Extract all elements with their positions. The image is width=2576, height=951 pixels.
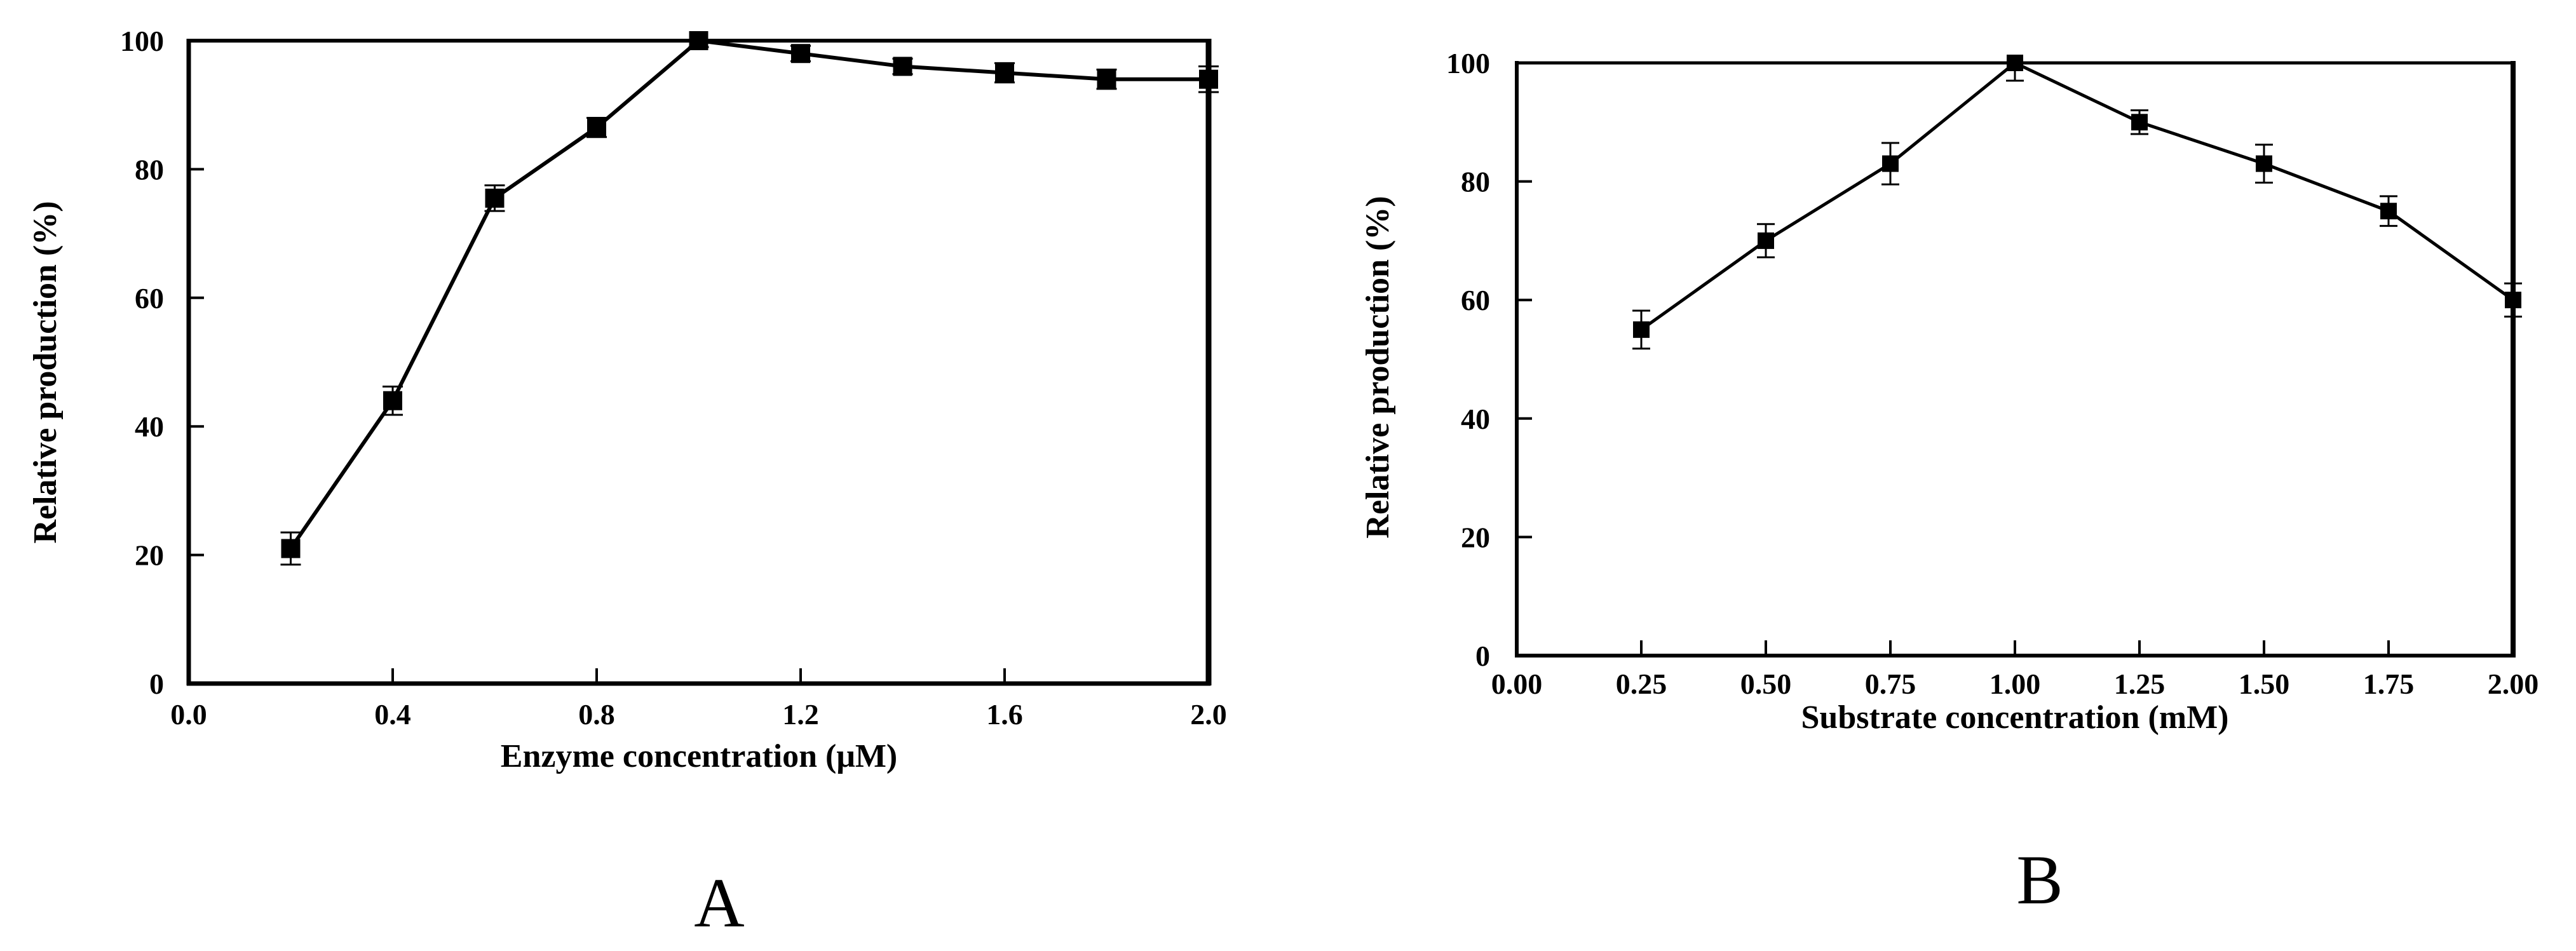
square-marker-icon bbox=[1199, 69, 1218, 89]
y-tick-label: 0 bbox=[149, 668, 164, 700]
x-tick-label: 0.00 bbox=[1491, 668, 1543, 700]
x-tick-label: 1.75 bbox=[2363, 668, 2415, 700]
chart-b-markers bbox=[1633, 55, 2521, 338]
square-marker-icon bbox=[893, 57, 912, 76]
y-tick-label: 40 bbox=[135, 410, 164, 443]
chart-b-series-line bbox=[1640, 61, 2514, 331]
y-tick-label: 0 bbox=[1475, 640, 1490, 672]
square-marker-icon bbox=[383, 391, 402, 410]
square-marker-icon bbox=[587, 118, 606, 137]
square-marker-icon bbox=[281, 539, 301, 558]
x-tick-label: 0.0 bbox=[170, 698, 207, 731]
square-marker-icon bbox=[1882, 155, 1899, 172]
chart-b: 0 20 40 60 80 100 0.00 0.25 0.50 0.75 1.00 1.25 1.5… bbox=[1360, 47, 2539, 919]
y-tick-label: 80 bbox=[135, 153, 164, 185]
square-marker-icon bbox=[2256, 155, 2272, 172]
x-tick-label: 1.25 bbox=[2114, 668, 2166, 700]
x-tick-label: 1.50 bbox=[2239, 668, 2290, 700]
square-marker-icon bbox=[485, 188, 505, 208]
chart-b-x-ticks: 0.00 0.25 0.50 0.75 1.00 1.25 1.50 1.75 2.00 bbox=[1491, 640, 2539, 700]
y-tick-label: 40 bbox=[1461, 403, 1490, 435]
square-marker-icon bbox=[2505, 292, 2521, 309]
square-marker-icon bbox=[2380, 203, 2397, 220]
y-tick-label: 60 bbox=[135, 282, 164, 314]
square-marker-icon bbox=[791, 44, 810, 64]
x-tick-label: 2.0 bbox=[1190, 698, 1227, 731]
x-tick-label: 1.2 bbox=[782, 698, 819, 731]
x-tick-label: 0.4 bbox=[374, 698, 411, 731]
y-tick-label: 80 bbox=[1461, 166, 1490, 198]
square-marker-icon bbox=[1633, 321, 1650, 338]
square-marker-icon bbox=[689, 31, 708, 50]
x-tick-label: 1.00 bbox=[1990, 668, 2041, 700]
y-tick-label: 20 bbox=[1461, 521, 1490, 553]
x-tick-label: 0.50 bbox=[1740, 668, 1792, 700]
chart-a-x-ticks: 0.0 0.4 0.8 1.2 1.6 2.0 bbox=[170, 668, 1227, 731]
chart-a-panel-label: A bbox=[694, 864, 744, 941]
chart-a-markers bbox=[281, 31, 1218, 558]
series-line bbox=[289, 39, 1209, 550]
chart-a-series-line bbox=[289, 39, 1209, 550]
x-tick-label: 1.6 bbox=[986, 698, 1023, 731]
x-tick-label: 2.00 bbox=[2488, 668, 2539, 700]
chart-b-y-axis-title: Relative production (%) bbox=[1360, 196, 1396, 538]
x-tick-label: 0.25 bbox=[1616, 668, 1667, 700]
y-tick-label: 100 bbox=[1446, 47, 1490, 79]
square-marker-icon bbox=[1758, 232, 1774, 249]
x-tick-label: 0.75 bbox=[1865, 668, 1916, 700]
square-marker-icon bbox=[995, 63, 1014, 83]
series-line bbox=[1640, 61, 2514, 331]
square-marker-icon bbox=[2131, 114, 2148, 131]
chart-b-x-axis-title: Substrate concentration (mM) bbox=[1801, 699, 2229, 736]
x-tick-label: 0.8 bbox=[578, 698, 615, 731]
chart-b-y-ticks: 0 20 40 60 80 100 bbox=[1446, 47, 1532, 672]
y-tick-label: 20 bbox=[135, 539, 164, 572]
chart-a: 0 20 40 60 80 100 0.0 0.4 0.8 1.2 1.6 2.0 Enzyme c… bbox=[27, 25, 1227, 941]
chart-a-y-ticks: 0 20 40 60 80 100 bbox=[120, 25, 204, 700]
chart-b-panel-label: B bbox=[2016, 841, 2063, 919]
y-tick-label: 60 bbox=[1461, 284, 1490, 316]
chart-a-x-axis-title: Enzyme concentration (μM) bbox=[501, 738, 897, 774]
chart-a-y-axis-title: Relative production (%) bbox=[27, 201, 64, 543]
square-marker-icon bbox=[2007, 55, 2023, 71]
square-marker-icon bbox=[1097, 69, 1116, 89]
y-tick-label: 100 bbox=[120, 25, 164, 57]
